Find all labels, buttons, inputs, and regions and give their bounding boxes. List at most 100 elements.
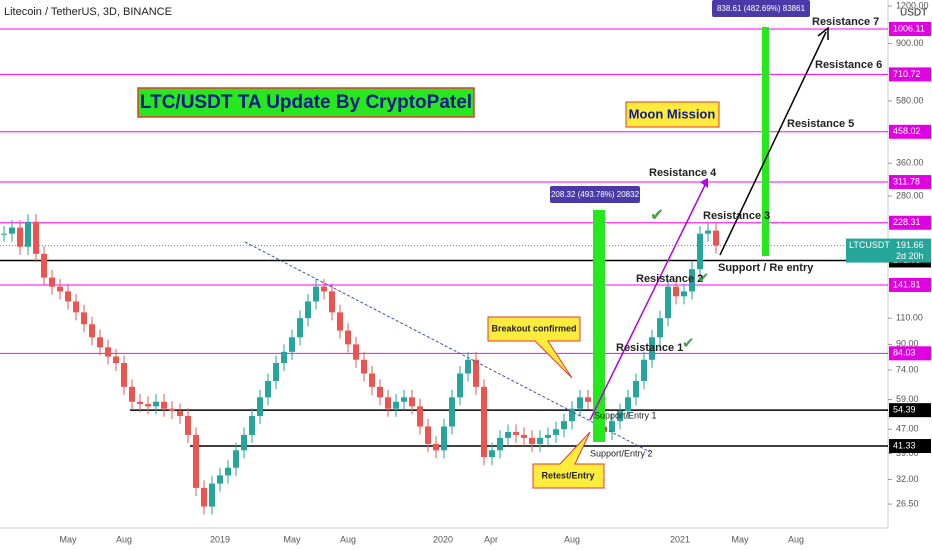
candle-body — [585, 397, 591, 402]
candle-body — [377, 386, 383, 398]
resistance-label: Resistance 1 — [616, 342, 683, 354]
callout-text: Retest/Entry — [541, 470, 594, 480]
candle-body — [449, 397, 455, 427]
arrow — [589, 182, 707, 421]
candle-body — [265, 380, 271, 398]
trend-line — [244, 241, 651, 453]
time-tick-label: Aug — [564, 534, 580, 544]
price-label: 84.03 — [893, 348, 916, 358]
price-label-box — [889, 215, 931, 230]
candle-body — [497, 437, 503, 451]
time-tick-label: May — [731, 534, 749, 544]
price-tick-label: 110.00 — [896, 313, 923, 323]
candle-body — [241, 434, 247, 451]
candle-body — [617, 411, 623, 422]
candle-body — [401, 397, 407, 402]
price-label-box — [889, 124, 931, 139]
price-label-box — [889, 346, 931, 361]
price-label: 54.39 — [893, 405, 916, 415]
candle-body — [657, 318, 663, 338]
candle-body — [177, 411, 183, 417]
candle-body — [393, 401, 399, 409]
candle-body — [161, 401, 167, 409]
last-price-symbol: LTCUSDT — [849, 240, 890, 250]
candle-body — [145, 404, 151, 407]
checkmark: ✔ — [682, 335, 695, 352]
candle-body — [473, 359, 479, 387]
candle-body — [521, 434, 527, 438]
candle-body — [89, 324, 95, 338]
candle-body — [257, 397, 263, 417]
last-price-value: 191.66 — [896, 240, 924, 250]
candle-body — [201, 487, 207, 507]
time-tick-label: Aug — [116, 534, 132, 544]
resistance-label: Resistance 6 — [815, 59, 882, 71]
candle-body — [249, 416, 255, 435]
candle-body — [353, 344, 359, 360]
levels — [0, 28, 888, 447]
candle-body — [569, 408, 575, 422]
candle-body — [209, 483, 215, 507]
candle-body — [369, 373, 375, 387]
candle-body — [313, 286, 319, 302]
candle-body — [73, 301, 79, 313]
resistance-label: Resistance 3 — [703, 210, 770, 222]
candle-body — [121, 363, 127, 387]
arrow — [719, 31, 827, 256]
title-box — [137, 87, 475, 118]
candle-body — [505, 432, 511, 438]
time-tick-label: May — [59, 534, 77, 544]
axis-unit: USDT — [900, 8, 927, 19]
candle-body — [529, 437, 535, 444]
callout-text: Breakout confirmed — [491, 323, 576, 333]
candle-body — [17, 227, 23, 247]
green-bar — [593, 210, 605, 442]
measure-label: 838.61 (482.69%) 83861 — [717, 4, 806, 13]
candle-body — [417, 406, 423, 427]
price-tick-label: 900.00 — [896, 38, 924, 48]
measure-label: 208.32 (493.78%) 20832 — [551, 190, 640, 199]
candle-body — [513, 432, 519, 435]
price-tick-label: 580.00 — [896, 95, 924, 105]
candle-body — [481, 386, 487, 457]
time-tick-label: Aug — [788, 534, 804, 544]
candle-body — [305, 301, 311, 319]
candle-body — [273, 363, 279, 381]
candle-body — [137, 401, 143, 405]
price-label-box — [889, 439, 931, 454]
support-label: Support/Entry 2 — [590, 448, 653, 458]
candle-body — [9, 227, 15, 234]
resistance-label: Resistance 5 — [787, 118, 854, 130]
price-label-box — [889, 22, 931, 36]
price-label: 458.02 — [893, 126, 921, 136]
candle-body — [425, 426, 431, 444]
measure-box — [550, 186, 640, 203]
callout — [487, 316, 581, 379]
checkmark: ✔ — [650, 205, 664, 224]
measure-box — [712, 0, 810, 17]
candle-body — [385, 397, 391, 409]
candle-body — [337, 312, 343, 331]
price-label: 311.78 — [893, 176, 920, 186]
candle-body — [457, 373, 463, 398]
title: LTC/USDT TA Update By CryptoPatel — [140, 92, 472, 113]
candle-body — [713, 230, 719, 246]
time-tick-label: 2020 — [433, 534, 453, 544]
price-label: 41.33 — [893, 440, 916, 450]
callout — [532, 431, 605, 489]
candle-body — [57, 286, 63, 292]
price-tick-label: 32.00 — [896, 474, 919, 484]
candle-body — [97, 337, 103, 348]
candle-body — [641, 359, 647, 381]
price-label: 1006.11 — [893, 23, 925, 33]
time-tick-label: Aug — [340, 534, 356, 544]
arrow-head — [700, 178, 708, 188]
candle-body — [233, 450, 239, 468]
price-label-box — [889, 277, 931, 292]
candle-body — [49, 277, 55, 287]
candle-body — [697, 233, 703, 270]
moon-label: Moon Mission — [629, 106, 716, 121]
